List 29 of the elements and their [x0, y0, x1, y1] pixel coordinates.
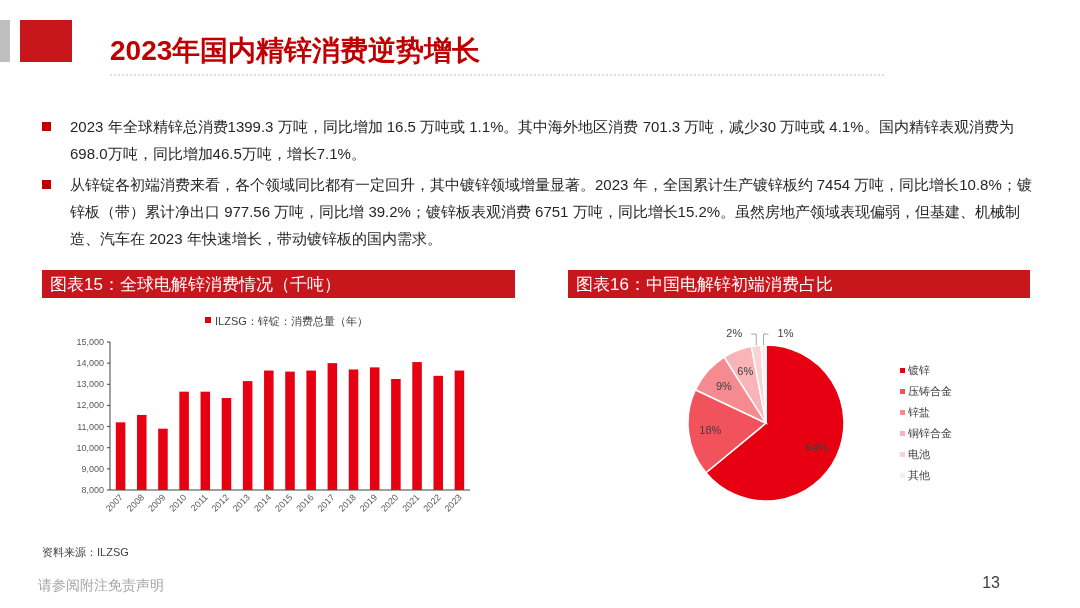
y-tick-label: 8,000: [81, 485, 104, 495]
data-label: 18%: [699, 424, 722, 437]
y-tick-label: 13,000: [76, 379, 104, 390]
text: 资料来源：ILZSG: [42, 546, 129, 558]
text: 2023 年全球精锌总消费1399.3 万吨，同比增加 16.5 万吨或 1.1%。其中海外地区消费 701.3 万吨，减少30 万吨或 4.1%。国内精锌表观消费为698.0万吨，同比增加46.5万吨，增长7.1%。: [70, 117, 1015, 164]
chart-title: 图表16：中国电解锌初端消费占比: [576, 275, 833, 294]
data-label: 1%: [777, 327, 794, 339]
data-label: 6%: [737, 364, 754, 377]
legend-label: 锌盐: [907, 406, 930, 418]
text: 13: [982, 574, 1001, 591]
data-label: 9%: [715, 379, 733, 392]
legend-label: 其他: [908, 469, 930, 481]
text: 2023年国内精锌消费逆势增长: [110, 35, 481, 66]
legend-label: 镀锌: [907, 364, 930, 376]
y-tick-label: 15,000: [76, 337, 104, 347]
text: 请参阅附注免责声明: [38, 577, 164, 593]
y-tick-label: 14,000: [76, 358, 104, 369]
y-tick-label: 12,000: [76, 400, 104, 411]
legend-label: 电池: [908, 448, 930, 460]
text: 从锌锭各初端消费来看，各个领域同比都有一定回升，其中镀锌领域增量显著。2023 年，全国累计生产镀锌板约 7454 万吨，同比增长10.8%；镀锌板（带）累计净出口 977.56 万吨，同比增 39.2%；镀锌板表观消费 6751 万吨，同比增长15.2%。虽然房地产领域表现偏弱，但基建、机械制造、汽车在 2023 年快速增长，带动镀锌板的国内需求。: [70, 175, 1033, 249]
y-tick-label: 9,000: [81, 463, 104, 474]
legend-label: ILZSG：锌锭：消费总量（年）: [215, 315, 368, 327]
legend-label: 铜锌合金: [907, 427, 952, 439]
legend-label: 压铸合金: [908, 385, 952, 397]
chart-title: 图表15：全球电解锌消费情况（千吨）: [50, 275, 341, 294]
y-tick-label: 11,000: [77, 421, 104, 432]
data-label: 64%: [805, 440, 829, 453]
y-tick-label: 10,000: [76, 442, 104, 453]
data-label: 2%: [726, 327, 743, 339]
